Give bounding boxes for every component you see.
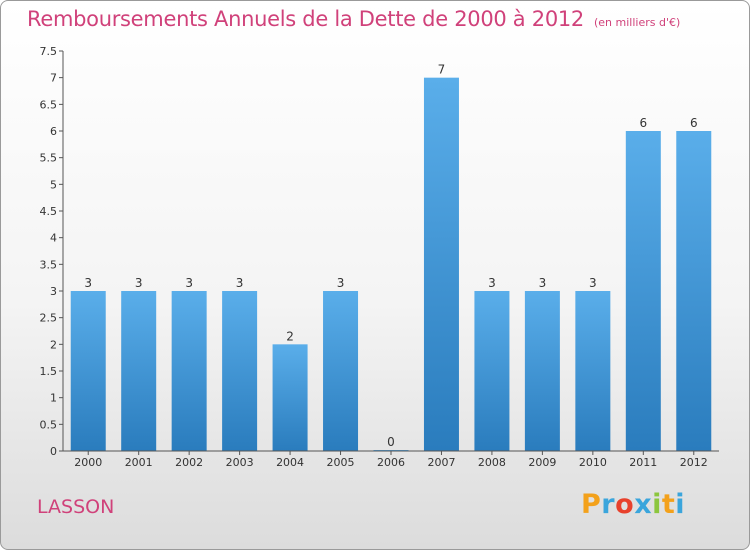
- bar: [575, 291, 611, 451]
- y-tick-label: 1.5: [40, 365, 58, 378]
- y-tick-label: 2: [50, 338, 57, 351]
- bar: [222, 291, 258, 451]
- bar-value-label: 2: [286, 329, 294, 343]
- y-tick-label: 5.5: [40, 152, 58, 165]
- logo-letter: r: [601, 489, 616, 520]
- y-tick-label: 6.5: [40, 98, 58, 111]
- bar-value-label: 3: [236, 276, 244, 290]
- logo-letter: i: [652, 489, 662, 520]
- bar: [524, 291, 560, 451]
- bar: [676, 131, 712, 451]
- y-tick-label: 7.5: [40, 45, 58, 58]
- y-tick-label: 3.5: [40, 258, 58, 271]
- bar-value-label: 3: [589, 276, 597, 290]
- bar-value-label: 3: [337, 276, 345, 290]
- bar: [423, 77, 459, 452]
- title-text: Remboursements Annuels de la Dette de 20…: [27, 7, 584, 31]
- proxiti-logo: Proxiti: [581, 489, 685, 520]
- y-tick-label: 2.5: [40, 312, 58, 325]
- y-tick-label: 4.5: [40, 205, 58, 218]
- bar: [474, 291, 510, 451]
- y-tick-label: 0: [50, 445, 57, 458]
- y-tick-label: 0.5: [40, 418, 58, 431]
- bar-value-label: 3: [185, 276, 193, 290]
- x-tick-label: 2001: [125, 456, 153, 469]
- x-tick-label: 2003: [226, 456, 254, 469]
- commune-name: LASSON: [37, 496, 115, 518]
- title-unit: (en milliers d'€): [594, 16, 681, 29]
- logo-letter: o: [615, 489, 635, 520]
- bar-value-label: 6: [690, 116, 698, 130]
- bar-value-label: 3: [84, 276, 92, 290]
- y-axis: 0 0.5 1 1.5 2 2.5 3 3.5 4 4.5 5 5.5 6 6.5 7 7.5: [40, 45, 64, 458]
- y-tick-label: 4: [50, 232, 57, 245]
- x-tick-label: 2004: [276, 456, 304, 469]
- x-tick-label: 2008: [478, 456, 506, 469]
- bar: [70, 291, 106, 451]
- bar-value-label: 7: [438, 63, 446, 77]
- x-tick-label: 2009: [528, 456, 556, 469]
- bar: [323, 291, 359, 451]
- logo-letter: x: [634, 489, 653, 520]
- x-tick-label: 2012: [680, 456, 708, 469]
- bar: [272, 344, 308, 451]
- bar: [625, 131, 661, 451]
- y-tick-label: 7: [50, 72, 57, 85]
- bars: 3 3 3 3 2 3 0 7 3 3 3 6 6: [70, 63, 712, 452]
- x-tick-label: 2010: [579, 456, 607, 469]
- logo-letter: t: [661, 489, 676, 520]
- y-tick-label: 5: [50, 178, 57, 191]
- logo-letter: P: [581, 489, 602, 520]
- x-tick-label: 2005: [327, 456, 355, 469]
- bar-value-label: 3: [135, 276, 143, 290]
- y-tick-label: 3: [50, 285, 57, 298]
- bar-value-label: 3: [488, 276, 496, 290]
- bar-value-label: 3: [539, 276, 547, 290]
- bar-value-label: 0: [387, 435, 395, 449]
- bar: [121, 291, 157, 451]
- x-tick-label: 2002: [175, 456, 203, 469]
- x-axis: 2000 2001 2002 2003 2004 2005 2006 2007 2008 2009…: [63, 450, 719, 469]
- bar-value-label: 6: [639, 116, 647, 130]
- x-tick-label: 2006: [377, 456, 405, 469]
- logo-letter: i: [675, 489, 686, 520]
- x-tick-label: 2011: [629, 456, 657, 469]
- y-tick-label: 1: [50, 392, 57, 405]
- bar: [171, 291, 207, 451]
- chart-title: Remboursements Annuels de la Dette de 20…: [27, 7, 680, 31]
- y-tick-label: 6: [50, 125, 57, 138]
- x-tick-label: 2007: [427, 456, 455, 469]
- x-tick-label: 2000: [74, 456, 102, 469]
